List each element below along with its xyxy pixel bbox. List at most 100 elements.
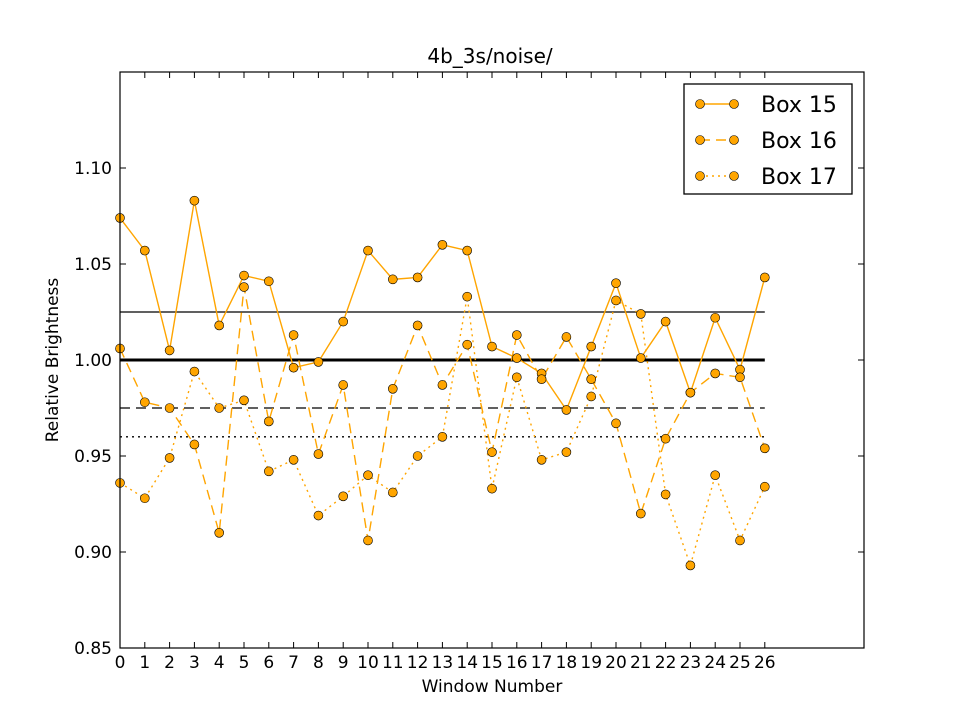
point-box-16-12 bbox=[412, 320, 423, 331]
point-box-15-7 bbox=[288, 362, 299, 373]
x-tick-label: 8 bbox=[313, 653, 324, 673]
point-box-16-1 bbox=[140, 397, 150, 408]
x-tick-label: 24 bbox=[704, 653, 726, 673]
y-axis-label: Relative Brightness bbox=[43, 278, 63, 443]
point-box-17-13 bbox=[437, 431, 448, 442]
x-tick-label: 5 bbox=[239, 653, 250, 673]
y-tick-label: 0.85 bbox=[74, 639, 112, 659]
point-box-17-19 bbox=[586, 391, 597, 402]
point-box-16-14 bbox=[462, 339, 473, 350]
legend-marker-box-16 bbox=[729, 135, 739, 145]
point-box-16-10 bbox=[363, 535, 373, 546]
point-box-17-25 bbox=[735, 535, 745, 546]
point-box-15-21 bbox=[635, 353, 646, 363]
point-box-16-23 bbox=[685, 387, 696, 398]
point-box-15-6 bbox=[263, 276, 274, 287]
mean-lines bbox=[120, 311, 765, 438]
point-box-17-23 bbox=[685, 560, 696, 571]
point-box-16-3 bbox=[189, 439, 200, 450]
point-box-15-3 bbox=[189, 195, 200, 206]
point-box-16-13 bbox=[437, 380, 448, 390]
point-box-17-9 bbox=[338, 491, 349, 502]
point-box-15-20 bbox=[611, 278, 621, 289]
point-box-15-10 bbox=[363, 245, 373, 256]
point-box-15-5 bbox=[239, 270, 249, 281]
point-box-16-8 bbox=[313, 449, 324, 459]
point-box-17-5 bbox=[239, 395, 249, 406]
x-tick-label: 16 bbox=[506, 653, 528, 673]
point-box-17-18 bbox=[561, 447, 572, 457]
legend-label-box-17: Box 17 bbox=[761, 165, 837, 190]
point-box-17-26 bbox=[759, 481, 770, 492]
point-box-17-14 bbox=[462, 291, 473, 302]
ticks bbox=[119, 72, 864, 649]
series-line-box-15 bbox=[119, 200, 766, 412]
point-box-16-7 bbox=[288, 330, 299, 340]
legend-marker-box-16 bbox=[695, 135, 705, 145]
point-box-17-21 bbox=[635, 309, 646, 319]
point-box-16-9 bbox=[338, 380, 349, 390]
point-box-16-25 bbox=[735, 372, 745, 383]
point-box-16-2 bbox=[164, 403, 175, 413]
x-tick-label: 26 bbox=[754, 653, 776, 673]
x-tick-label: 13 bbox=[432, 653, 454, 673]
x-tick-label: 12 bbox=[407, 653, 429, 673]
point-box-15-15 bbox=[487, 341, 497, 352]
legend-marker-box-17 bbox=[695, 171, 705, 181]
x-tick-label: 4 bbox=[214, 653, 225, 673]
point-box-16-24 bbox=[710, 368, 721, 379]
x-tick-label: 3 bbox=[189, 653, 200, 673]
y-tick-label: 0.90 bbox=[74, 543, 112, 563]
point-box-15-18 bbox=[561, 405, 572, 415]
point-box-17-12 bbox=[412, 451, 423, 461]
point-box-17-11 bbox=[387, 487, 398, 498]
point-box-17-1 bbox=[140, 493, 150, 504]
y-tick-label: 1.10 bbox=[74, 159, 112, 179]
point-box-15-1 bbox=[140, 245, 150, 256]
point-box-16-15 bbox=[487, 447, 497, 457]
point-box-15-9 bbox=[338, 316, 349, 327]
x-tick-label: 11 bbox=[382, 653, 404, 673]
point-box-17-10 bbox=[363, 470, 373, 481]
legend: Box 15 Box 16 Box 17 bbox=[683, 83, 853, 195]
series-line-box-17 bbox=[119, 296, 766, 568]
point-box-16-26 bbox=[759, 443, 770, 454]
x-tick-label: 7 bbox=[288, 653, 299, 673]
point-box-16-5 bbox=[239, 282, 249, 292]
chart-title: 4b_3s/noise/ bbox=[427, 44, 552, 68]
x-tick-label: 1 bbox=[139, 653, 150, 673]
point-box-17-3 bbox=[189, 366, 200, 377]
y-tick-label: 0.95 bbox=[74, 447, 112, 467]
point-box-16-4 bbox=[214, 527, 224, 538]
point-box-15-12 bbox=[412, 272, 423, 283]
x-tick-label: 23 bbox=[680, 653, 702, 673]
legend-marker-box-15 bbox=[729, 99, 739, 109]
point-box-15-2 bbox=[164, 345, 175, 356]
point-box-16-6 bbox=[263, 416, 274, 427]
point-box-17-2 bbox=[164, 453, 175, 463]
point-box-15-16 bbox=[511, 353, 522, 363]
point-box-15-24 bbox=[710, 312, 721, 323]
legend-marker-box-15 bbox=[695, 99, 705, 109]
x-tick-label: 22 bbox=[655, 653, 677, 673]
x-tick-label: 10 bbox=[357, 653, 379, 673]
point-box-15-14 bbox=[462, 245, 473, 256]
x-tick-label: 20 bbox=[605, 653, 627, 673]
x-tick-label: 21 bbox=[630, 653, 652, 673]
x-tick-label: 14 bbox=[456, 653, 478, 673]
point-box-17-22 bbox=[660, 489, 671, 500]
y-tick-label: 1.05 bbox=[74, 255, 112, 275]
point-box-16-19 bbox=[586, 374, 597, 385]
x-tick-label: 18 bbox=[556, 653, 578, 673]
point-box-16-11 bbox=[387, 383, 398, 394]
point-box-17-16 bbox=[511, 372, 522, 383]
x-tick-label: 0 bbox=[115, 653, 126, 673]
point-box-16-21 bbox=[635, 508, 646, 519]
legend-marker-box-17 bbox=[729, 171, 739, 181]
x-tick-label: 25 bbox=[729, 653, 751, 673]
y-tick-label: 1.00 bbox=[74, 351, 112, 371]
point-box-15-22 bbox=[660, 316, 671, 327]
point-box-17-24 bbox=[710, 470, 721, 481]
tick-labels: 0 1 2 3 4 5 6 7 8 9 10 11 12 13 14 15 16 17 18 19 20 21 22 23 24… bbox=[74, 159, 775, 673]
